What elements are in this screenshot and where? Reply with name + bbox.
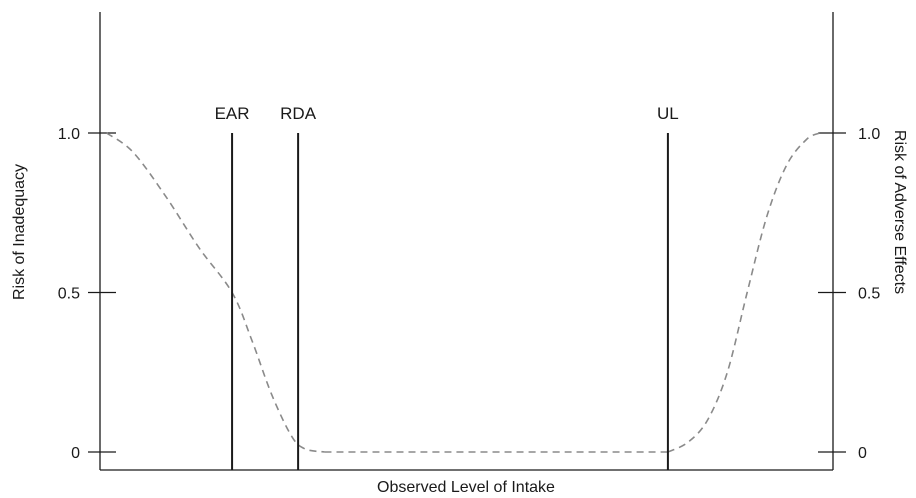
- x-axis-label: Observed Level of Intake: [377, 479, 555, 496]
- adverse-curve: [667, 132, 821, 453]
- left-ticks: 0 0.5 1.0: [58, 126, 116, 462]
- right-tick-label: 1.0: [858, 126, 880, 143]
- left-tick-label: 0: [71, 445, 80, 462]
- left-tick-label: 0.5: [58, 286, 80, 303]
- right-ticks: 0 0.5 1.0: [818, 126, 880, 462]
- right-tick-label: 0: [858, 445, 867, 462]
- right-axis-label: Risk of Adverse Effects: [891, 130, 908, 294]
- risk-curves: [106, 132, 821, 453]
- ear-label: EAR: [215, 104, 250, 123]
- right-tick-label: 0.5: [858, 286, 880, 303]
- left-axis-label: Risk of Inadequacy: [11, 164, 28, 300]
- reference-lines: EAR RDA UL: [215, 104, 679, 470]
- ul-label: UL: [657, 104, 679, 123]
- rda-label: RDA: [280, 104, 317, 123]
- inadequacy-curve: [106, 132, 325, 453]
- left-tick-label: 1.0: [58, 126, 80, 143]
